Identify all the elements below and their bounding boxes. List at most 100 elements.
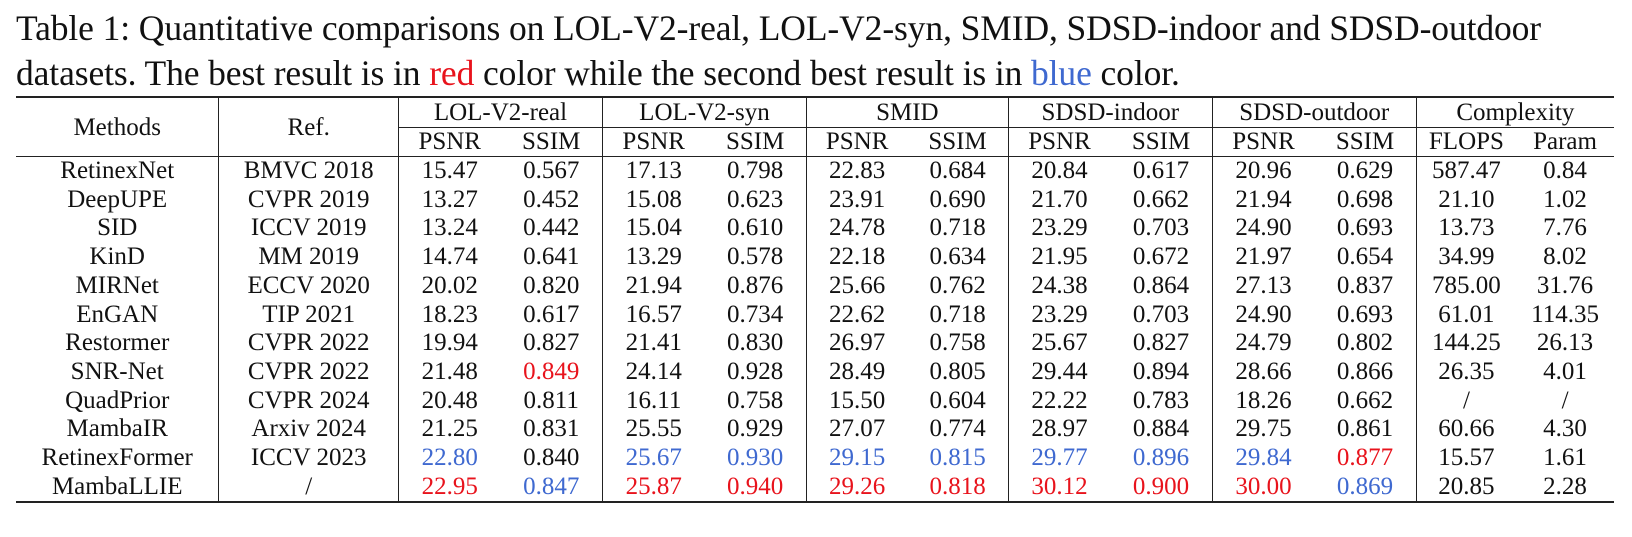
subcol-header: SSIM [500,127,603,157]
metric-cell: 4.30 [1543,415,1587,443]
metric-cell: 24.79 [1211,329,1315,358]
metric-cell: 13.29 [601,243,705,272]
metric-cell: 25.67 [601,444,705,473]
metric-cell: 29.44 [1007,357,1111,387]
metric-cell: 0.758 [727,386,784,414]
metric-cell: 29.26 [805,472,908,504]
metric-cell: 114.35 [1531,300,1599,328]
reference-cell: CVPR 2022 [218,357,399,387]
metric-cell: 0.840 [523,444,580,472]
metric-cell: 0.629 [1336,157,1394,184]
reference-cell: BMVC 2018 [218,156,399,186]
table-row: MIRNet ECCV 2020 20.02 0.820 21.94 0.876 25.66… [16,271,1614,301]
metric-cell: 0.684 [929,157,986,184]
metric-cell: 34.99 [1415,243,1517,272]
metric-cell: 30.12 [1007,472,1111,504]
metric-cell: 25.67 [1007,329,1111,358]
metric-cell: 0.734 [727,300,784,328]
metric-cell: 0.703 [1132,300,1190,328]
metric-cell: 22.62 [805,300,908,330]
metric-cell: 22.95 [397,472,501,504]
metric-cell: 0.830 [727,329,784,357]
reference-cell: Arxiv 2024 [218,415,399,445]
reference-cell: CVPR 2022 [218,329,399,358]
metric-cell: 0.940 [704,472,807,504]
metric-cell: 0.861 [1336,415,1394,443]
reference-cell: ICCV 2019 [218,214,399,244]
metric-cell: 21.97 [1211,243,1315,272]
metric-cell: 27.13 [1211,271,1315,301]
table-row: SNR-Net CVPR 2022 21.48 0.849 24.14 0.928 28.4… [16,357,1614,387]
metric-cell: 0.805 [929,357,986,385]
metric-cell: 0.641 [523,243,580,271]
metric-cell: 61.01 [1415,300,1517,330]
method-name-cell: DeepUPE [67,185,168,213]
metric-cell: 17.13 [601,156,705,186]
metric-cell: 0.811 [523,386,579,414]
metric-cell: 22.80 [397,444,501,473]
metric-cell: 26.35 [1415,357,1517,387]
metric-cell: 25.87 [601,472,705,504]
metric-cell: 23.91 [805,185,908,215]
group-header: LOL-V2-real [397,96,603,128]
header-ref: Ref. [218,96,399,157]
metric-cell: 16.57 [601,300,705,330]
metric-cell: 0.442 [523,214,580,242]
method-name-cell: KinD [89,243,145,271]
metric-cell: 8.02 [1543,243,1587,271]
metric-cell: 0.820 [523,271,580,299]
caption-red-word: red [429,53,475,93]
metric-cell: 27.07 [805,415,908,445]
subcol-header: PSNR [1007,127,1111,157]
metric-cell: 25.55 [601,415,705,445]
metric-cell: 0.774 [929,415,986,443]
metric-cell: 0.567 [523,157,580,184]
metric-cell: 0.690 [929,185,986,213]
header-methods: Methods [16,96,219,157]
table-row: QuadPrior CVPR 2024 20.48 0.811 16.11 0.758 15… [16,386,1614,416]
metric-cell: 15.57 [1415,444,1517,473]
metric-cell: 0.896 [1132,444,1190,472]
subcol-header: SSIM [704,127,807,157]
metric-cell: 23.29 [1007,214,1111,244]
metric-cell: 0.617 [523,300,580,328]
metric-cell: 0.654 [1336,243,1394,271]
subcol-header: Param [1516,127,1614,157]
metric-cell: 24.90 [1211,300,1315,330]
metric-cell: 0.827 [1132,329,1190,357]
metric-cell: 0.578 [727,243,784,271]
method-name-cell: Restormer [65,329,170,357]
metric-cell: 16.11 [601,386,705,416]
reference-cell: ECCV 2020 [218,271,399,301]
metric-cell: 0.623 [727,185,784,213]
metric-cell: 13.27 [397,185,501,215]
metric-cell: 19.94 [397,329,501,358]
group-header: SDSD-indoor [1007,96,1213,128]
metric-cell: 30.00 [1211,472,1315,504]
metric-cell: 20.96 [1211,156,1315,186]
table-row: MambaIR Arxiv 2024 21.25 0.831 25.55 0.929 27.… [16,415,1614,445]
metric-cell: 0.84 [1543,157,1587,184]
metric-cell: 785.00 [1415,271,1517,301]
group-header: SMID [805,96,1009,128]
metric-cell: 0.930 [727,444,784,472]
metric-cell: 0.610 [727,214,784,242]
metric-cell: 23.29 [1007,300,1111,330]
metric-cell: 13.73 [1415,214,1517,244]
group-header: LOL-V2-syn [601,96,807,128]
metric-cell: 1.61 [1543,444,1587,472]
metric-cell: 0.815 [929,444,986,472]
metric-cell: 21.95 [1007,243,1111,272]
metric-cell: 15.04 [601,214,705,244]
subcol-header: PSNR [397,127,501,157]
metric-cell: 0.693 [1336,214,1394,242]
metric-cell: 0.818 [907,472,1009,504]
reference-cell: MM 2019 [218,243,399,272]
metric-cell: 0.847 [500,472,603,504]
method-name-cell: MambaLLIE [16,472,219,504]
metric-cell: 15.50 [805,386,908,416]
metric-cell: 28.97 [1007,415,1111,445]
table-row: KinD MM 2019 14.74 0.641 13.29 0.578 22.18 0.63… [16,243,1614,272]
subcol-header: PSNR [601,127,705,157]
metric-cell: 0.672 [1132,243,1190,271]
